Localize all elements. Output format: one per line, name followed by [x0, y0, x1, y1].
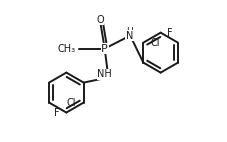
Text: P: P	[101, 44, 108, 54]
Text: F: F	[167, 28, 173, 38]
Text: CH₃: CH₃	[57, 44, 75, 54]
Text: F: F	[54, 107, 60, 118]
Text: N: N	[126, 31, 133, 41]
Text: H: H	[126, 27, 133, 36]
Text: NH: NH	[97, 69, 112, 79]
Text: Cl: Cl	[151, 38, 160, 48]
Text: Cl: Cl	[67, 98, 76, 107]
Text: O: O	[96, 15, 104, 25]
